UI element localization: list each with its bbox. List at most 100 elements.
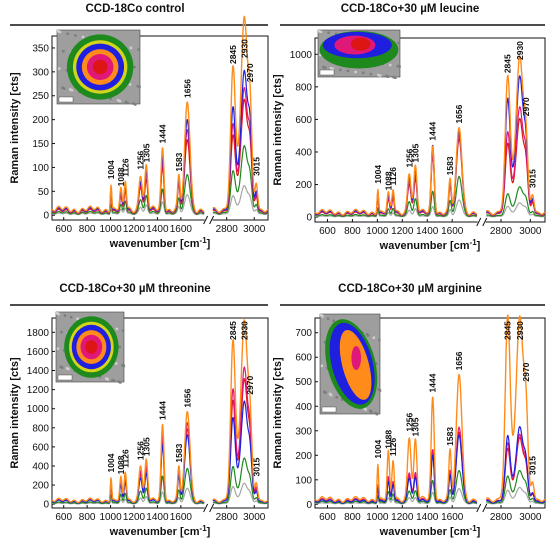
spectrum-line-blue [486, 426, 546, 504]
x-tick-label: 1400 [416, 226, 439, 237]
map-speckle [329, 393, 333, 397]
map-speckle [81, 35, 85, 39]
map-speckle [389, 63, 392, 67]
peak-label: 3015 [528, 456, 538, 475]
map-speckle [118, 345, 121, 349]
map-speckle [63, 87, 66, 90]
peak-label: 2930 [515, 321, 525, 340]
map-speckle [323, 66, 327, 69]
spectrum-line-green [51, 174, 205, 215]
map-speckle [105, 377, 108, 380]
y-tick-label: 200 [32, 481, 49, 492]
y-tick-label: 1000 [290, 50, 313, 61]
peak-label: 1004 [373, 165, 383, 184]
spectrum-line-blue [486, 75, 546, 216]
x-axis-title: wavenumber [cm-1] [379, 238, 481, 252]
map-speckle [56, 312, 59, 315]
spectrum-line-gray [486, 202, 546, 218]
map-speckle [121, 329, 125, 332]
peak-label: 2970 [521, 362, 531, 381]
map-speckle [116, 99, 120, 102]
map-speckle [334, 32, 338, 36]
y-tick-label: 600 [32, 442, 49, 453]
chart-panel-4: CCD-18Co+30 µM arginine 0 100 200 300 400 500 6… [272, 283, 546, 538]
peak-label: 1004 [373, 439, 383, 458]
peak-label: 2845 [503, 54, 513, 73]
peak-label: 1444 [158, 401, 168, 420]
y-tick-label: 400 [295, 147, 312, 158]
raman-map-inset [56, 29, 141, 106]
map-speckle [65, 69, 69, 72]
peak-label: 1444 [428, 121, 438, 140]
y-tick-label: 600 [295, 115, 312, 126]
y-tick-label: 600 [295, 353, 312, 364]
map-speckle [65, 367, 69, 370]
peak-label: 1656 [454, 351, 464, 370]
peak-label: 1656 [182, 388, 192, 407]
plot-frame [314, 317, 546, 509]
x-tick-label: 800 [344, 226, 361, 237]
peak-label: 1004 [106, 453, 116, 472]
map-scale-bar [319, 69, 335, 76]
map-speckle [378, 74, 382, 77]
chart-panel-3: CCD-18Co+30 µM threonine0200400600800100… [9, 283, 269, 538]
spectrum-line-green [486, 469, 546, 504]
map-speckle [60, 330, 63, 334]
x-tick-label: 1600 [441, 512, 464, 523]
map-speckle [318, 30, 321, 33]
map-speckle [69, 88, 72, 91]
spectrum-line-green [212, 145, 269, 215]
map-speckle [320, 364, 324, 368]
map-speckle [66, 32, 69, 35]
spectrum-line-blue [314, 434, 478, 504]
map-speckle [362, 71, 365, 75]
map-speckle [58, 30, 62, 34]
x-tick-label: 1200 [391, 226, 414, 237]
map-scale-bar [321, 406, 337, 413]
map-speckle [138, 85, 141, 89]
map-speckle [118, 99, 122, 103]
peak-label: 1088 [383, 430, 393, 449]
peak-label: 1126 [120, 449, 130, 468]
x-tick-label: 600 [319, 226, 336, 237]
y-tick-label: 0 [43, 211, 49, 222]
peak-label: 1305 [141, 143, 151, 162]
peak-label: 2930 [240, 321, 250, 340]
y-axis-title: Raman intensity [cts] [9, 72, 21, 184]
y-tick-label: 300 [32, 67, 49, 78]
map-speckle [119, 381, 122, 384]
map-speckle [59, 365, 62, 368]
x-tick-label: 1200 [123, 224, 146, 235]
peak-label: 2970 [521, 97, 531, 116]
peak-label: 1126 [388, 437, 398, 456]
peak-label: 3015 [251, 157, 261, 176]
map-speckle [323, 341, 327, 344]
map-speckle [396, 64, 400, 68]
map-speckle [319, 30, 323, 33]
peak-label: 1088 [383, 171, 393, 190]
map-speckle [322, 65, 325, 69]
map-speckle [321, 315, 324, 318]
map-speckle [346, 69, 350, 73]
peak-label: 1088 [116, 167, 126, 186]
map-speckle [339, 68, 342, 72]
plot-frame [314, 37, 546, 223]
map-speckle [62, 50, 65, 53]
axis-break-mask [204, 504, 213, 512]
spectrum-line-orange [51, 410, 205, 504]
x-tick-label: 1000 [366, 512, 389, 523]
panel-title: CCD-18Co+30 µM threonine [59, 283, 210, 295]
axis-break-mark [203, 215, 209, 225]
map-scale-bar [58, 96, 74, 103]
x-tick-label: 600 [55, 512, 72, 523]
y-tick-label: 1400 [27, 366, 50, 377]
spectrum-line-orange [486, 314, 546, 503]
map-speckle [378, 389, 382, 392]
peak-label: 2930 [240, 39, 250, 58]
x-tick-label: 800 [344, 512, 361, 523]
x-tick-label: 1200 [123, 512, 146, 523]
map-speckle [335, 396, 338, 399]
panel-title: CCD-18Co+30 µM leucine [341, 3, 480, 15]
spectrum-line-green [212, 457, 269, 505]
map-speckle [57, 30, 60, 33]
